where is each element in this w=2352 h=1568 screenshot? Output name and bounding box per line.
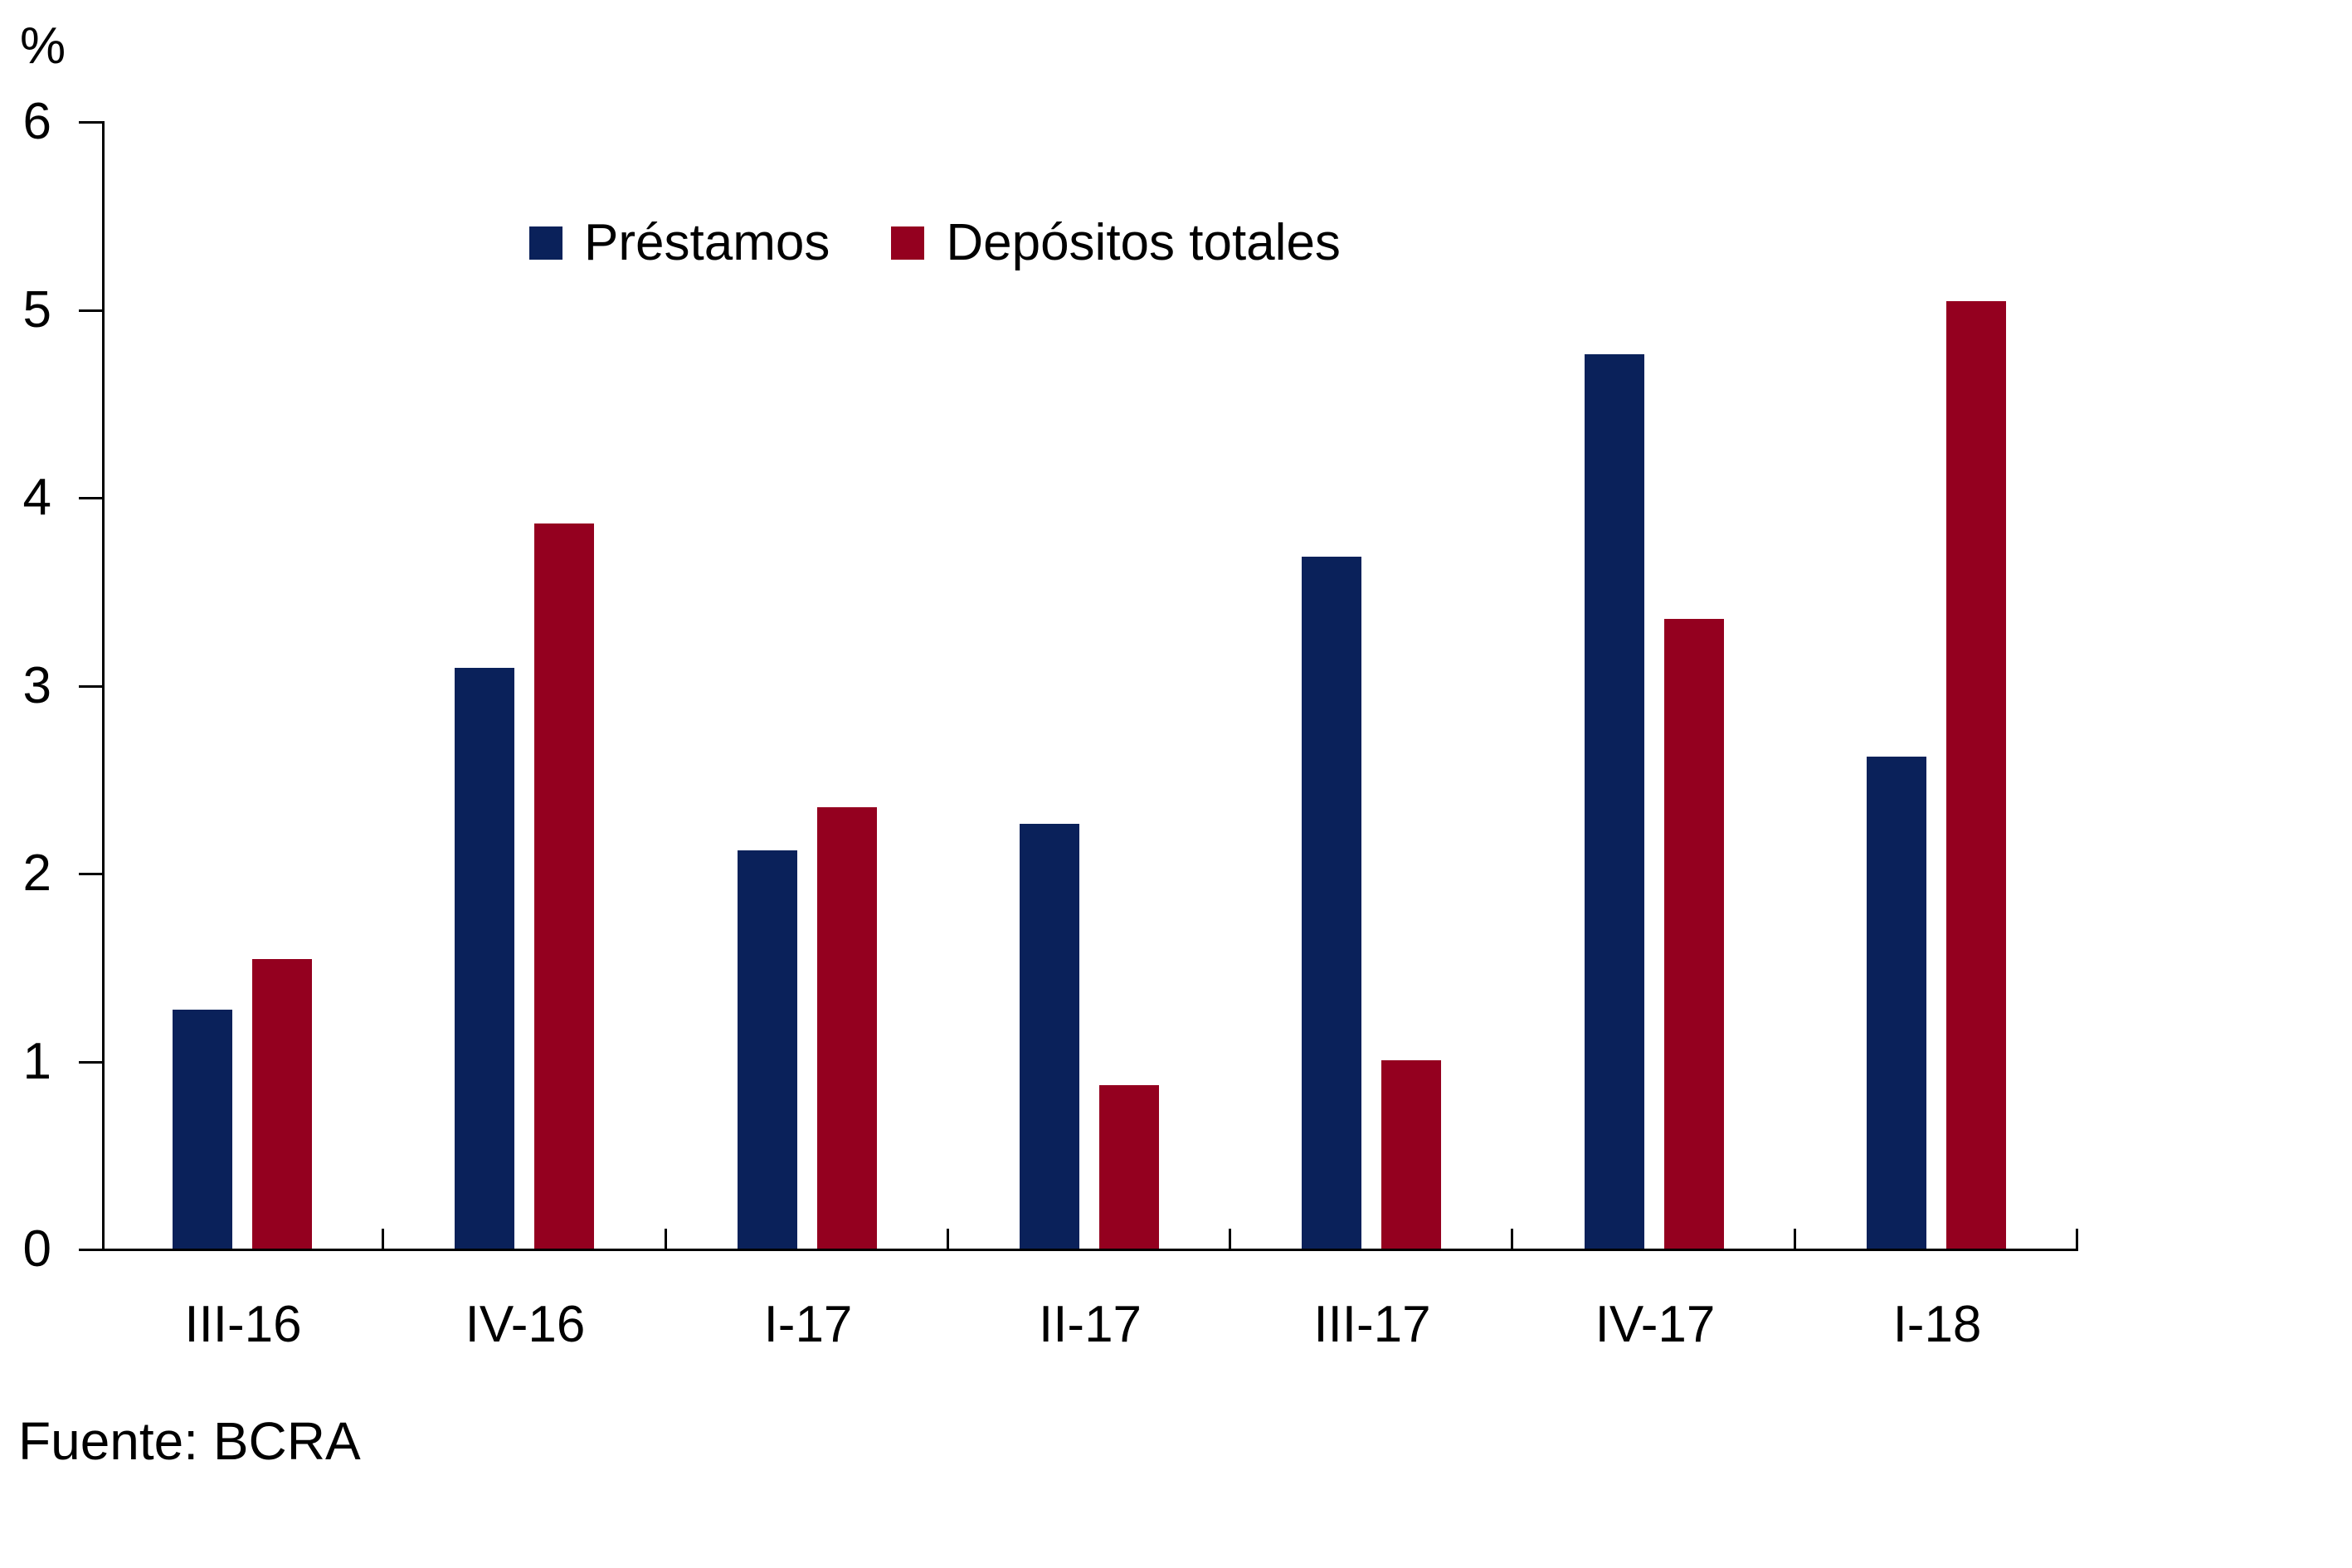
y-tick-3	[79, 684, 102, 688]
y-tick-label-6: 6	[22, 93, 51, 150]
legend: Préstamos Depósitos totales	[529, 217, 1341, 269]
x-category-label-IV-16: IV-16	[465, 1296, 586, 1353]
bar-depositos-IV-16	[534, 523, 594, 1249]
bar-prestamos-IV-17	[1585, 354, 1644, 1249]
x-category-label-III-17: III-17	[1313, 1296, 1431, 1353]
y-tick-label-2: 2	[22, 845, 51, 902]
x-category-label-I-17: I-17	[763, 1296, 853, 1353]
y-tick-5	[79, 309, 102, 312]
bar-depositos-III-17	[1381, 1060, 1441, 1249]
source-note: Fuente: BCRA	[18, 1411, 361, 1471]
legend-item-prestamos: Préstamos	[529, 217, 830, 269]
legend-swatch-depositos	[891, 226, 925, 260]
y-tick-label-1: 1	[22, 1032, 51, 1090]
y-tick-2	[79, 873, 102, 875]
y-axis-line	[102, 121, 105, 1251]
x-category-label-IV-17: IV-17	[1595, 1296, 1716, 1353]
bar-prestamos-III-17	[1302, 557, 1361, 1249]
x-category-label-I-18: I-18	[1892, 1296, 1982, 1353]
x-tick-4	[1229, 1229, 1232, 1249]
x-category-label-II-17: II-17	[1038, 1296, 1142, 1353]
y-tick-6	[79, 121, 102, 124]
bar-depositos-I-18	[1946, 301, 2006, 1249]
legend-item-depositos: Depósitos totales	[891, 217, 1341, 269]
bar-depositos-III-16	[252, 959, 312, 1249]
x-category-label-III-16: III-16	[184, 1296, 302, 1353]
y-tick-label-5: 5	[22, 280, 51, 338]
legend-swatch-prestamos	[529, 226, 562, 260]
y-axis-unit-label: %	[20, 17, 66, 75]
bar-prestamos-IV-16	[455, 668, 514, 1249]
x-tick-1	[382, 1229, 385, 1249]
bar-prestamos-I-17	[738, 850, 797, 1249]
legend-label-prestamos: Préstamos	[584, 214, 830, 271]
y-tick-0	[79, 1249, 102, 1251]
x-tick-2	[664, 1229, 667, 1249]
bar-depositos-IV-17	[1664, 619, 1724, 1249]
x-tick-3	[946, 1229, 949, 1249]
bar-prestamos-I-18	[1867, 757, 1926, 1249]
x-axis-line	[102, 1249, 2078, 1251]
y-tick-4	[79, 497, 102, 499]
x-tick-5	[1511, 1229, 1514, 1249]
y-tick-label-3: 3	[22, 656, 51, 714]
x-tick-7	[2076, 1229, 2078, 1249]
legend-label-depositos: Depósitos totales	[946, 214, 1341, 271]
y-tick-label-4: 4	[22, 469, 51, 526]
y-tick-label-0: 0	[22, 1220, 51, 1278]
y-tick-1	[79, 1060, 102, 1064]
bar-prestamos-II-17	[1020, 824, 1079, 1249]
bar-depositos-I-17	[817, 807, 877, 1249]
bar-prestamos-III-16	[173, 1010, 232, 1249]
x-tick-6	[1793, 1229, 1796, 1249]
bar-depositos-II-17	[1099, 1085, 1159, 1249]
